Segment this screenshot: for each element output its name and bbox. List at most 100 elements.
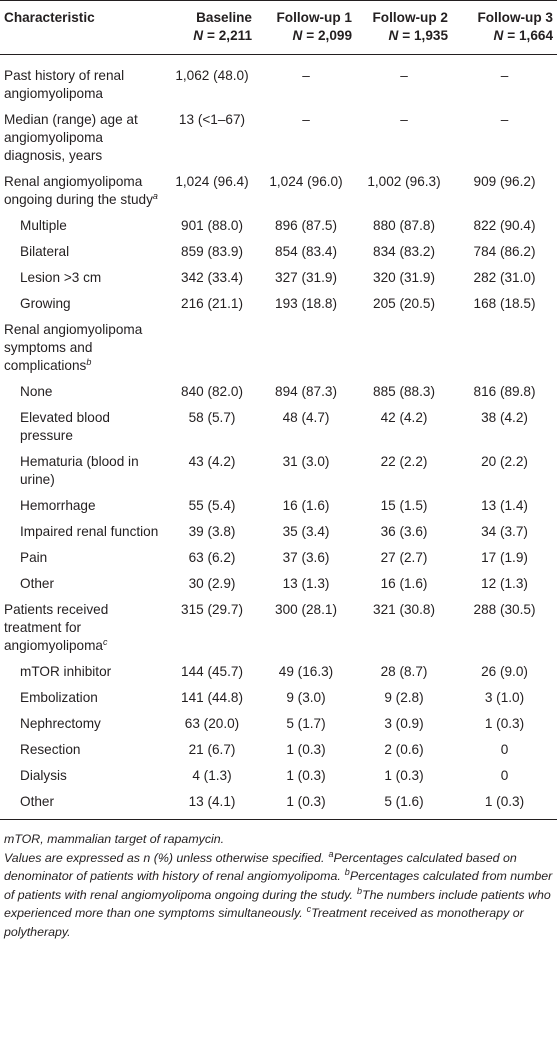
label-text: Other xyxy=(20,576,54,591)
cell: 5 (1.6) xyxy=(384,794,424,809)
header-label: Characteristic xyxy=(4,10,95,25)
label-text: Other xyxy=(20,794,54,809)
table-row: Resection 21 (6.7) 1 (0.3) 2 (0.6) 0 xyxy=(0,737,557,763)
cell: 22 (2.2) xyxy=(380,454,428,469)
cell: 288 (30.5) xyxy=(473,602,536,617)
empty-cell xyxy=(168,317,256,379)
table-row: Embolization 141 (44.8) 9 (3.0) 9 (2.8) 3 (1… xyxy=(0,685,557,711)
footnote-mark: c xyxy=(306,904,312,914)
row-label: Hematuria (blood in urine) xyxy=(0,449,168,493)
footnote: aPercentages calculated based on denomin… xyxy=(4,849,517,883)
label-text: Pain xyxy=(20,550,48,565)
cell: 42 (4.2) xyxy=(380,410,428,425)
footnote-mark: b xyxy=(344,867,350,877)
cell: 30 (2.9) xyxy=(188,576,236,591)
row-label: Dialysis xyxy=(0,763,168,789)
table-header: Characteristic Baseline N = 2,211 Follow-up … xyxy=(0,0,557,55)
footnote: bThe numbers include patients who experi… xyxy=(4,885,551,920)
row-label: Elevated blood pressure xyxy=(0,405,168,449)
n-value: = 1,935 xyxy=(402,28,448,43)
row-label: Past history of renal angiomyolipoma xyxy=(0,55,168,108)
table-row: Hemorrhage 55 (5.4) 16 (1.6) 15 (1.5) 13 (1.… xyxy=(0,493,557,519)
cell: 894 (87.3) xyxy=(275,384,337,399)
footnote-mark: b xyxy=(357,885,363,896)
cell: 901 (88.0) xyxy=(181,218,243,233)
cell: 58 (5.7) xyxy=(188,410,236,425)
cell: 880 (87.8) xyxy=(373,218,435,233)
cell: 300 (28.1) xyxy=(275,602,337,617)
row-label: Median (range) age at angiomyolipoma dia… xyxy=(0,107,168,169)
label-text: Hemorrhage xyxy=(20,498,96,513)
cell: 49 (16.3) xyxy=(278,664,334,679)
n-symbol: N xyxy=(292,28,303,43)
table-row: Pain 63 (6.2) 37 (3.6) 27 (2.7) 17 (1.9) xyxy=(0,545,557,571)
column-header: Baseline N = 2,211 xyxy=(168,1,256,55)
n-symbol: N xyxy=(193,28,204,43)
row-label: Nephrectomy xyxy=(0,711,168,737)
header-count: N = 1,935 xyxy=(360,27,448,45)
table-body: Past history of renal angiomyolipoma 1,06… xyxy=(0,55,557,820)
label-text: mTOR inhibitor xyxy=(20,664,112,679)
header-row: Characteristic Baseline N = 2,211 Follow-up … xyxy=(0,0,557,55)
cell: 37 (3.6) xyxy=(282,550,330,565)
label-text: Hematuria (blood in urine) xyxy=(20,454,139,487)
cell: 885 (88.3) xyxy=(373,384,435,399)
label-text: Multiple xyxy=(20,218,67,233)
cell: 1 (0.3) xyxy=(286,768,326,783)
label-text: Past history of renal angiomyolipoma xyxy=(4,68,125,101)
cell: 36 (3.6) xyxy=(380,524,428,539)
footnote-text: Percentages calculated from number of pa… xyxy=(4,869,553,902)
cell: 63 (6.2) xyxy=(188,550,236,565)
cell: 48 (4.7) xyxy=(282,410,330,425)
cell: 1,024 (96.0) xyxy=(269,174,343,189)
cell: 0 xyxy=(500,768,509,783)
cell: 13 (1.3) xyxy=(282,576,330,591)
cell: 816 (89.8) xyxy=(473,384,536,399)
table-row: Multiple 901 (88.0) 896 (87.5) 880 (87.8) 82… xyxy=(0,213,557,239)
label-text: Patients received treatment for angiomyo… xyxy=(4,602,109,653)
table-row: Elevated blood pressure 58 (5.7) 48 (4.7) 4… xyxy=(0,405,557,449)
cell: 43 (4.2) xyxy=(188,454,236,469)
cell: 20 (2.2) xyxy=(481,454,528,469)
cell: 13 (4.1) xyxy=(188,794,236,809)
cell: 2 (0.6) xyxy=(384,742,424,757)
cell: 26 (9.0) xyxy=(481,664,528,679)
cell: 216 (21.1) xyxy=(181,296,243,311)
footnote-text: Treatment received as monotherapy or pol… xyxy=(4,906,524,939)
cell: 342 (33.4) xyxy=(181,270,243,285)
table-row: Bilateral 859 (83.9) 854 (83.4) 834 (83.2) 7… xyxy=(0,239,557,265)
label-text: Median (range) age at angiomyolipoma dia… xyxy=(4,112,138,163)
cell: – xyxy=(400,112,408,127)
label-text: Embolization xyxy=(20,690,98,705)
cell: 1,024 (96.4) xyxy=(175,174,249,189)
table-row: Growing 216 (21.1) 193 (18.8) 205 (20.5) 168… xyxy=(0,291,557,317)
cell: 31 (3.0) xyxy=(282,454,330,469)
row-label: Bilateral xyxy=(0,239,168,265)
cell: – xyxy=(500,112,509,127)
header-count: N = 2,099 xyxy=(260,27,352,45)
header-count: N = 1,664 xyxy=(456,27,553,45)
footnote-mark: c xyxy=(103,637,108,647)
cell: 34 (3.7) xyxy=(481,524,528,539)
header-label: Baseline xyxy=(196,10,252,25)
cell: 39 (3.8) xyxy=(188,524,236,539)
n-symbol: N xyxy=(388,28,399,43)
cell: 12 (1.3) xyxy=(481,576,528,591)
row-label: Lesion >3 cm xyxy=(0,265,168,291)
empty-cell xyxy=(452,317,557,379)
intro: Values are expressed as n (%) unless oth… xyxy=(4,850,325,865)
cell: 822 (90.4) xyxy=(473,218,536,233)
cell: 3 (1.0) xyxy=(484,690,525,705)
n-value: = 2,099 xyxy=(306,28,352,43)
cell: 4 (1.3) xyxy=(192,768,232,783)
header-label: Follow-up 3 xyxy=(477,10,553,25)
label-text: Nephrectomy xyxy=(20,716,101,731)
footer: mTOR, mammalian target of rapamycin. Val… xyxy=(0,820,557,941)
table-row: Median (range) age at angiomyolipoma dia… xyxy=(0,107,557,169)
row-label: Other xyxy=(0,789,168,820)
table-row: None 840 (82.0) 894 (87.3) 885 (88.3) 816 (8… xyxy=(0,379,557,405)
cell: 1,002 (96.3) xyxy=(367,174,441,189)
table-row: Renal angiomyolipoma ongoing during the … xyxy=(0,169,557,213)
empty-cell xyxy=(256,317,356,379)
cell: 144 (45.7) xyxy=(181,664,243,679)
